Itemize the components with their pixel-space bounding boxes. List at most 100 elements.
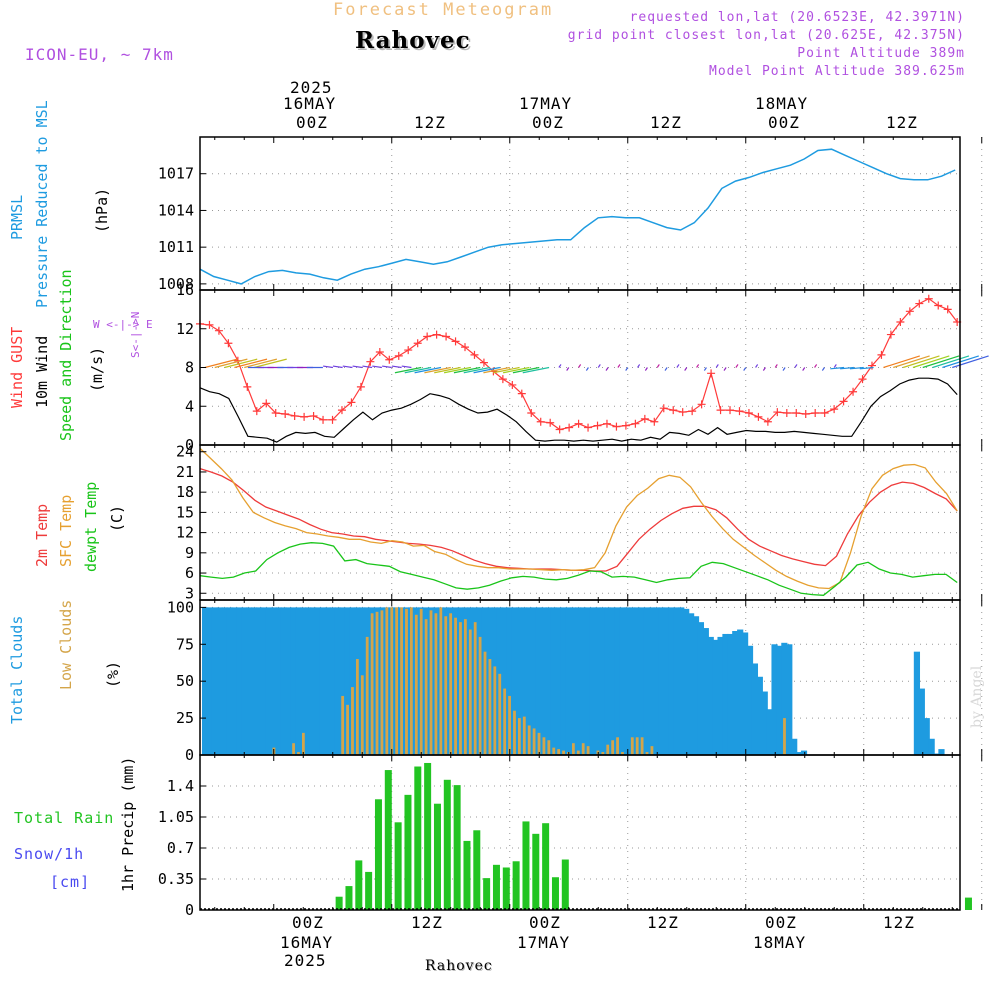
wind-direction-arrow (637, 364, 641, 368)
y-tick-label: 8 (185, 359, 194, 377)
low-cloud-bar (542, 737, 546, 755)
total-cloud-bar (624, 607, 631, 755)
total-cloud-bar (629, 607, 636, 755)
precip-bar (473, 830, 481, 910)
wind-gust-marker (517, 389, 526, 398)
y-tick-label: 100 (167, 598, 194, 616)
total-cloud-bar (692, 616, 700, 755)
total-cloud-bar (727, 633, 734, 755)
bottom-tick-label: 00Z (292, 913, 324, 932)
low-cloud-bar (380, 610, 384, 755)
low-cloud-bar (365, 636, 369, 755)
low-cloud-bar (292, 743, 295, 755)
total-cloud-bar (742, 632, 749, 755)
low-cloud-bar (468, 629, 472, 755)
wind-direction-arrow (922, 355, 960, 369)
low-cloud-bar (537, 732, 541, 755)
wind-direction-arrow (372, 365, 383, 369)
wind-gust-marker (366, 357, 375, 366)
total-cloud-bar (246, 607, 253, 755)
low-cloud-bar (581, 743, 585, 755)
wind-direction-arrow (794, 364, 798, 368)
total-cloud-bar (285, 607, 292, 755)
wind-gust-marker (404, 346, 413, 355)
precip-bar (542, 823, 550, 910)
top-tick-label: 12Z (414, 113, 446, 132)
bottom-location: Rahovec (425, 958, 493, 974)
total-cloud-bar (776, 645, 783, 755)
wind-gust-marker (271, 409, 280, 418)
total-cloud-bar (236, 607, 243, 755)
total-cloud-bar (324, 607, 331, 755)
total-cloud-bar (526, 607, 533, 755)
wind-compass-horizontal: W <-|-> E (93, 318, 153, 331)
total-cloud-bar (310, 607, 317, 755)
total-cloud-bar (265, 607, 273, 755)
total-cloud-bar (540, 607, 547, 755)
wind-gust-marker (205, 320, 214, 329)
total-cloud-bar (314, 607, 322, 755)
wind-gust-marker (905, 307, 914, 316)
wind-gust-marker (413, 339, 422, 348)
wind-gust-marker (773, 408, 782, 417)
bottom-date-17may: 17MAY (517, 933, 571, 952)
wind-direction-arrow (253, 358, 287, 369)
precip-bar (551, 877, 559, 910)
total-cloud-bar (913, 651, 921, 755)
precip-bar (561, 859, 569, 910)
wind-gust-marker (356, 382, 365, 391)
top-date-16may: 16MAY (283, 94, 337, 113)
low-cloud-bar (611, 740, 615, 755)
wind-gust-marker (830, 405, 839, 414)
requested-coords: requested lon,lat (20.6523E, 42.3971N) (629, 10, 965, 25)
total-cloud-bar (712, 639, 719, 755)
y-tick-label: 1.4 (167, 777, 194, 795)
top-date-18may: 18MAY (755, 94, 809, 113)
wind-direction-arrow (684, 367, 688, 371)
wind-gust-marker (252, 407, 261, 416)
total-cloud-bar (275, 607, 282, 755)
wind-gust-marker (659, 404, 668, 413)
low-cloud-bar (429, 610, 433, 755)
total-cloud-bar (732, 631, 739, 755)
low-cloud-bar (508, 695, 511, 755)
y-tick-label: 1008 (158, 275, 194, 293)
wind-direction-arrow (830, 366, 845, 370)
wind-gust-marker (451, 337, 460, 346)
wind-direction-arrow (391, 365, 402, 369)
wind-gust-marker (631, 419, 640, 428)
low-cloud-bar (341, 695, 345, 755)
total-cloud-bar (270, 607, 277, 755)
precip-bar (355, 860, 363, 910)
total-cloud-bar (771, 644, 778, 755)
low-cloud-bar (527, 725, 531, 755)
model-point-altitude: Model Point Altitude 389.625m (709, 64, 965, 79)
y-tick-label: 12 (176, 524, 194, 542)
y-tick-label: 0.7 (167, 839, 194, 857)
wind-gust-marker (470, 350, 479, 359)
wind-direction-arrow (204, 358, 238, 369)
wind-gust-marker (281, 410, 290, 418)
snow-label: Snow/1h (14, 845, 85, 863)
y-tick-label: 25 (176, 709, 194, 727)
temp-line-dew (199, 542, 958, 596)
low-cloud-bar (346, 704, 349, 755)
wind-gust-marker (849, 387, 858, 396)
total-cloud-bar (241, 607, 248, 755)
panel-frames (199, 136, 983, 911)
y-tick-label: 0 (185, 436, 194, 454)
total-cloud-bar (570, 607, 577, 755)
wind-direction-arrow (743, 367, 747, 371)
wind-direction-arrow (394, 366, 422, 374)
precip-bar (502, 867, 510, 910)
precip-bar (394, 822, 402, 910)
wind-direction-arrow (932, 355, 970, 369)
total-cloud-bar (658, 607, 665, 755)
precip-bar (345, 886, 353, 910)
wind-direction-arrow (342, 365, 353, 369)
low-cloud-bar (454, 617, 457, 755)
wind-gust-marker (347, 398, 356, 407)
wind-direction-arrow (424, 366, 451, 374)
low-cloud-bar (434, 613, 438, 755)
wind-direction-arrow (735, 364, 739, 368)
